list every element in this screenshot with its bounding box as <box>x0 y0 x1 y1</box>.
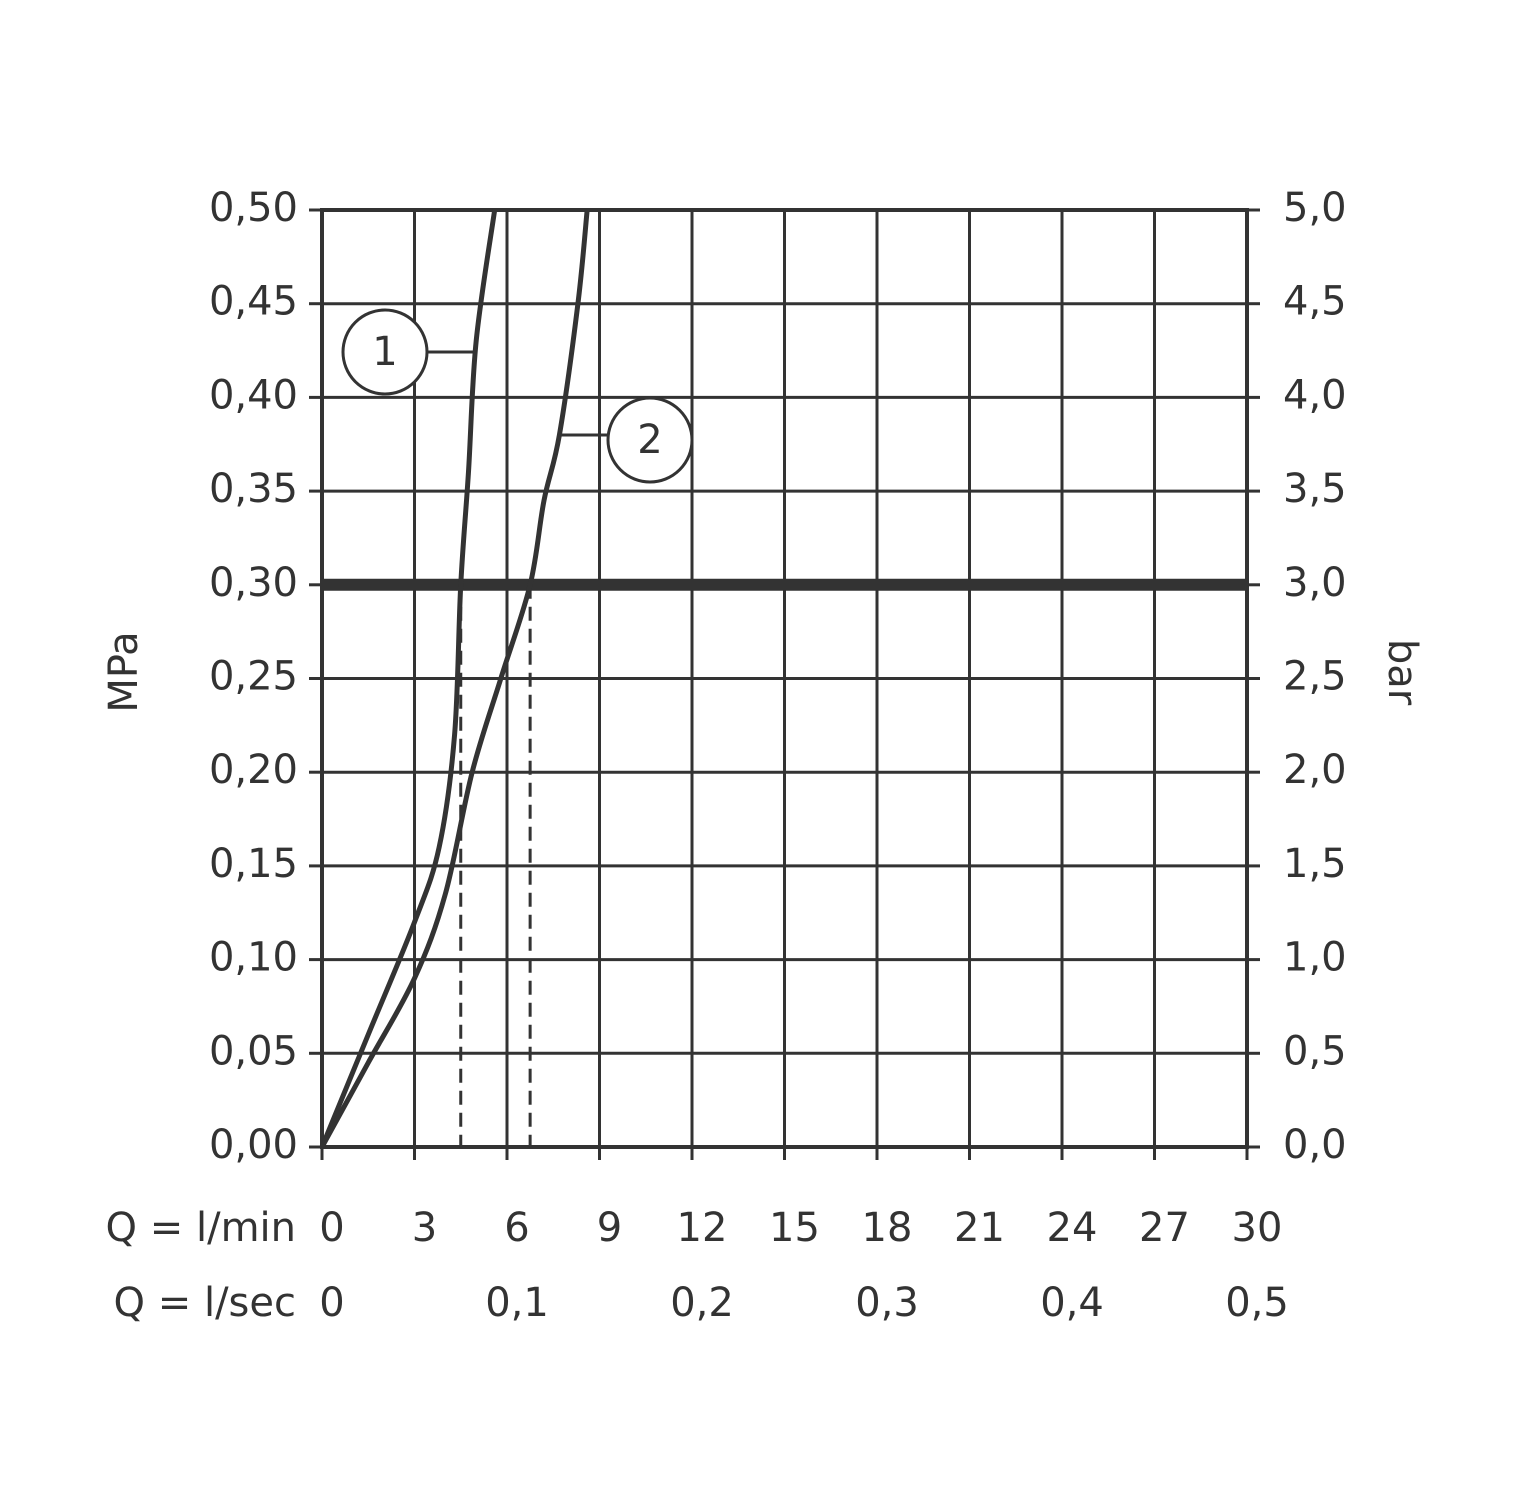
y2-tick-label: 2,0 <box>1283 747 1347 793</box>
y-tick-label: 0,10 <box>209 935 298 981</box>
legend-label: 1 <box>372 329 397 375</box>
y2-tick-label: 0,5 <box>1283 1028 1347 1074</box>
plot-frame <box>320 208 1249 1149</box>
y2-tick-label: 5,0 <box>1283 185 1347 231</box>
x2-tick-label: 0,2 <box>670 1280 734 1326</box>
y-tick-label: 0,35 <box>209 466 298 512</box>
legend-label: 2 <box>637 417 662 463</box>
y-tick-label: 0,05 <box>209 1028 298 1074</box>
y2-tick-label: 4,0 <box>1283 372 1347 418</box>
y-axis-label: MPa <box>101 631 147 712</box>
x-tick-label: 30 <box>1232 1205 1283 1251</box>
x-axis-label: Q = l/min <box>106 1205 296 1251</box>
y2-tick-label: 1,5 <box>1283 841 1347 887</box>
y-tick-label: 0,15 <box>209 841 298 887</box>
y2-tick-label: 3,0 <box>1283 560 1347 606</box>
x2-axis-label: Q = l/sec <box>114 1280 296 1326</box>
y-tick-label: 0,45 <box>209 279 298 325</box>
y-tick-label: 0,50 <box>209 185 298 231</box>
x-tick-label: 0 <box>319 1205 344 1251</box>
y-tick-label: 0,20 <box>209 747 298 793</box>
x2-tick-label: 0 <box>319 1280 344 1326</box>
y-tick-label: 0,25 <box>209 654 298 700</box>
x2-tick-label: 0,1 <box>485 1280 549 1326</box>
x-tick-label: 21 <box>954 1205 1005 1251</box>
x2-tick-label: 0,3 <box>855 1280 919 1326</box>
y2-tick-label: 1,0 <box>1283 935 1347 981</box>
legend-circle <box>341 308 429 396</box>
x-tick-label: 27 <box>1139 1205 1190 1251</box>
y2-tick-label: 4,5 <box>1283 279 1347 325</box>
y-tick-label: 0,40 <box>209 372 298 418</box>
x-tick-label: 6 <box>504 1205 529 1251</box>
x-tick-label: 15 <box>769 1205 820 1251</box>
legend-circle <box>606 396 694 484</box>
x2-tick-label: 0,5 <box>1225 1280 1289 1326</box>
series-line <box>319 209 498 1148</box>
x-tick-label: 9 <box>597 1205 622 1251</box>
y2-tick-label: 2,5 <box>1283 654 1347 700</box>
y2-tick-label: 0,0 <box>1283 1122 1347 1168</box>
y2-tick-label: 3,5 <box>1283 466 1347 512</box>
x-tick-label: 24 <box>1047 1205 1098 1251</box>
x-tick-label: 18 <box>862 1205 913 1251</box>
x2-tick-label: 0,4 <box>1040 1280 1104 1326</box>
y2-axis-label: bar <box>1379 639 1425 706</box>
series-line <box>319 209 590 1149</box>
x-tick-label: 3 <box>412 1205 437 1251</box>
y-tick-label: 0,00 <box>209 1122 298 1168</box>
x-tick-label: 12 <box>677 1205 728 1251</box>
y-tick-label: 0,30 <box>209 560 298 606</box>
